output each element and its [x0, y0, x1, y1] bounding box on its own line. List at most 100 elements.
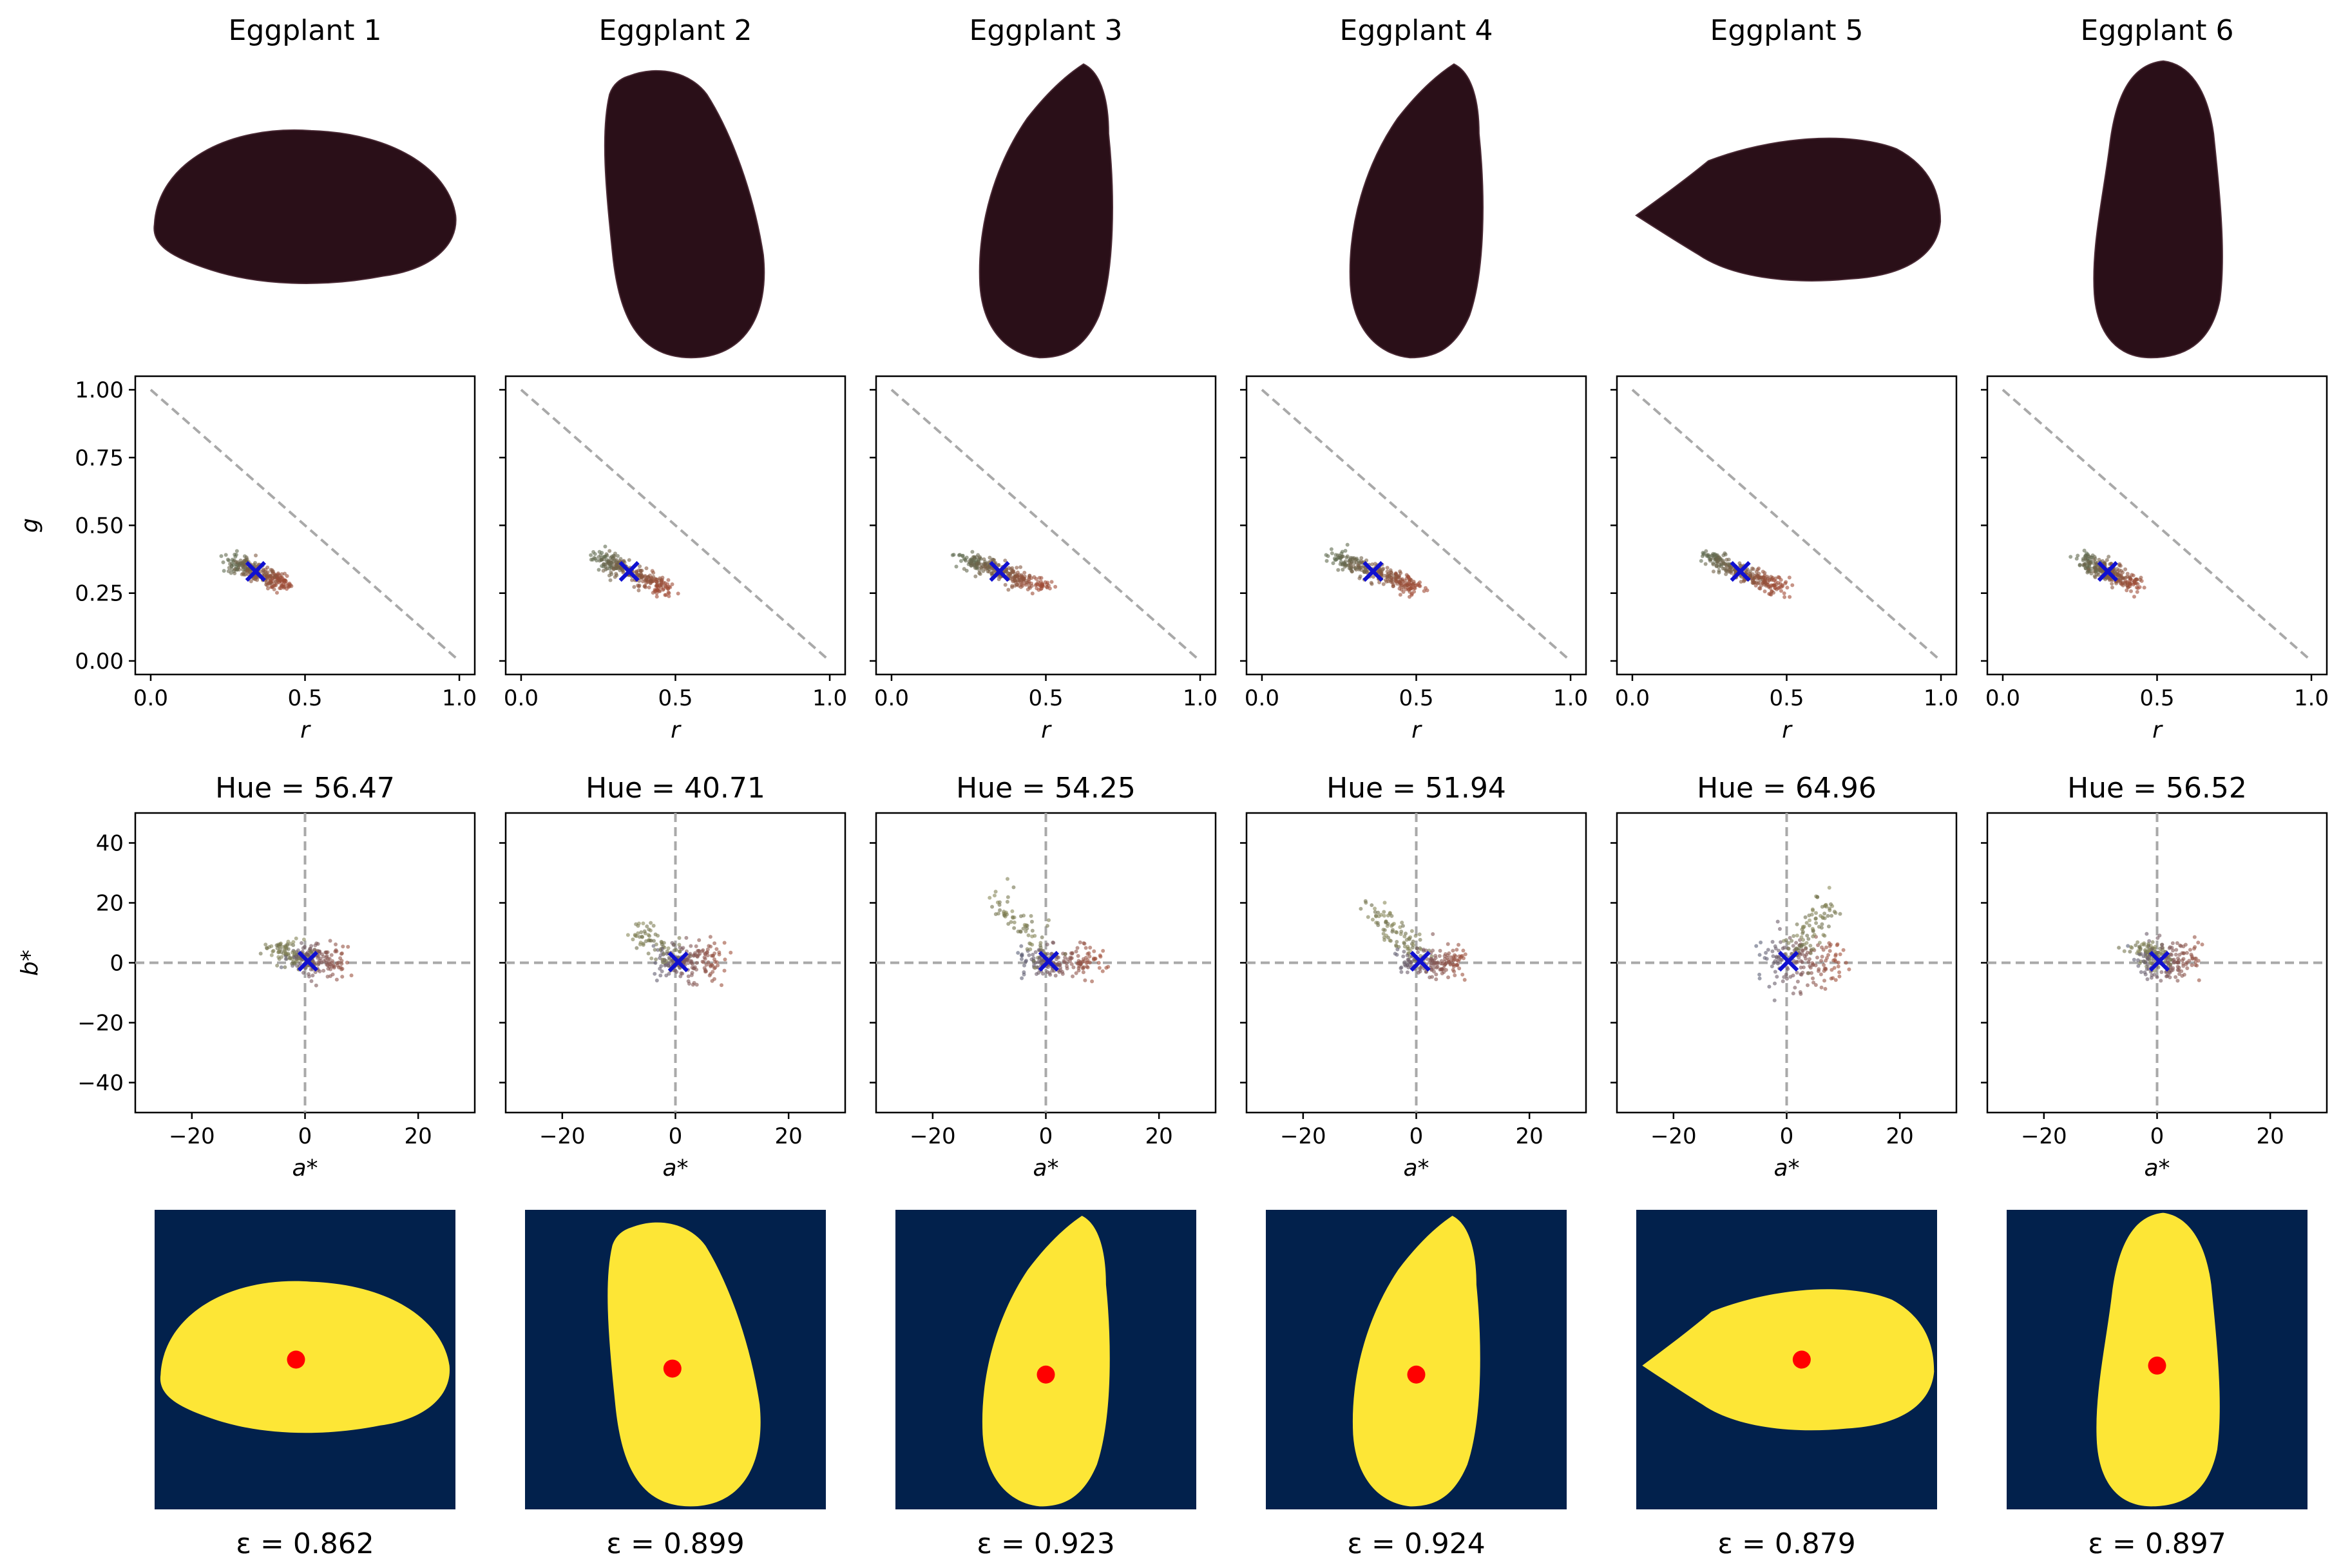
ab-point	[2176, 960, 2181, 964]
ab-point	[2170, 941, 2175, 946]
ab-point	[1071, 974, 1075, 979]
rg-point	[1012, 575, 1017, 579]
rg-point	[265, 570, 270, 575]
rg-point	[611, 559, 616, 564]
ab-point	[1106, 964, 1111, 969]
rg-ytick-label: 0.00	[75, 649, 124, 674]
rg-point	[1402, 578, 1407, 583]
ab-point	[1074, 949, 1078, 953]
column-title: Eggplant 1	[229, 14, 382, 47]
ab-point	[1382, 901, 1387, 905]
rg-point	[1721, 561, 1726, 566]
ab-point	[1800, 960, 1804, 964]
ab-xtick-label: 0	[1780, 1123, 1794, 1149]
ab-point	[1826, 924, 1831, 929]
rg-point	[2129, 589, 2134, 593]
rg-point	[1362, 569, 1366, 574]
rg-point	[1702, 551, 1706, 555]
eggplant-outline	[1635, 137, 1942, 282]
ab-point	[2188, 948, 2192, 952]
ab-point	[694, 944, 698, 948]
ab-point	[691, 982, 695, 987]
rg-point	[289, 584, 294, 588]
rg-point	[1769, 575, 1773, 579]
rg-point	[224, 553, 228, 557]
ab-point	[1431, 948, 1435, 953]
ab-point	[1777, 948, 1781, 953]
ab-point	[278, 941, 283, 946]
ab-point	[648, 938, 653, 942]
ab-point	[1807, 913, 1811, 918]
mask-shape-group	[607, 1222, 761, 1507]
rg-point	[2094, 562, 2099, 566]
ab-point	[1029, 913, 1033, 918]
ab-point	[1816, 969, 1820, 973]
ab-point	[1405, 963, 1409, 968]
eccentricity-label: ε = 0.923	[977, 1527, 1115, 1560]
hue-title: Hue = 54.25	[956, 772, 1136, 805]
ab-point	[1757, 972, 1762, 977]
rg-point	[2076, 553, 2080, 558]
rg-axes: 0.0 0.5 1.0 r	[1240, 375, 1588, 743]
rg-point	[654, 589, 658, 593]
ab-point	[689, 959, 694, 964]
rg-xtick-label: 0.0	[1245, 685, 1279, 711]
rg-point	[1773, 579, 1778, 584]
eccentricity-label: ε = 0.862	[236, 1527, 374, 1560]
ab-point	[646, 933, 651, 937]
ab-point	[2160, 942, 2164, 947]
ab-point	[1087, 961, 1092, 965]
ab-point	[1433, 953, 1438, 958]
ab-point	[1847, 967, 1851, 971]
ab-point	[1805, 933, 1810, 938]
ab-point	[1831, 958, 1836, 962]
ab-point	[341, 944, 345, 949]
ab-point	[1069, 962, 1074, 966]
rg-point	[1010, 566, 1015, 570]
rg-point	[1411, 581, 1416, 586]
ab-point	[1074, 971, 1078, 975]
rg-xlabel: r	[671, 717, 682, 743]
rg-xtick-label: 1.0	[442, 685, 477, 711]
ab-point	[1437, 953, 1442, 958]
ab-point	[2168, 952, 2173, 957]
rg-point	[1027, 584, 1031, 589]
ab-point	[1799, 965, 1803, 970]
rg-point	[1040, 583, 1045, 588]
ab-point	[674, 948, 678, 952]
ab-point	[1418, 937, 1422, 942]
ab-point	[1085, 951, 1090, 956]
rg-axes: 0.0 0.5 1.0 r	[1610, 375, 1958, 743]
ab-point	[1398, 925, 1402, 930]
rg-xtick-label: 0.0	[1615, 685, 1650, 711]
ab-centroid-marker	[667, 951, 689, 973]
ab-point	[1784, 977, 1789, 981]
ab-point	[1040, 935, 1044, 940]
ab-point	[691, 966, 696, 971]
ab-point	[711, 970, 715, 974]
ab-point	[1801, 930, 1805, 934]
mask-shape	[1642, 1289, 1935, 1431]
ab-point	[1821, 933, 1826, 937]
rg-point	[234, 568, 239, 572]
rg-point	[616, 554, 620, 559]
ab-point	[1805, 950, 1810, 955]
rg-point	[275, 576, 280, 580]
ab-point	[1443, 951, 1448, 956]
ab-point	[1754, 944, 1759, 948]
ab-ytick-label: 40	[96, 831, 124, 857]
ab-point	[1040, 971, 1045, 976]
ab-point	[1410, 945, 1415, 950]
rg-point	[1422, 589, 1426, 593]
rg-point	[1353, 566, 1358, 570]
ab-point	[665, 951, 669, 956]
ab-point	[1056, 961, 1061, 965]
ab-point	[664, 973, 669, 978]
ab-point	[2175, 979, 2180, 983]
rg-point	[1423, 586, 1428, 590]
ab-point	[659, 964, 664, 968]
ab-point	[1390, 924, 1394, 928]
ab-point	[686, 974, 691, 979]
ab-xtick-label: 0	[1039, 1123, 1053, 1149]
rg-point	[627, 558, 631, 562]
